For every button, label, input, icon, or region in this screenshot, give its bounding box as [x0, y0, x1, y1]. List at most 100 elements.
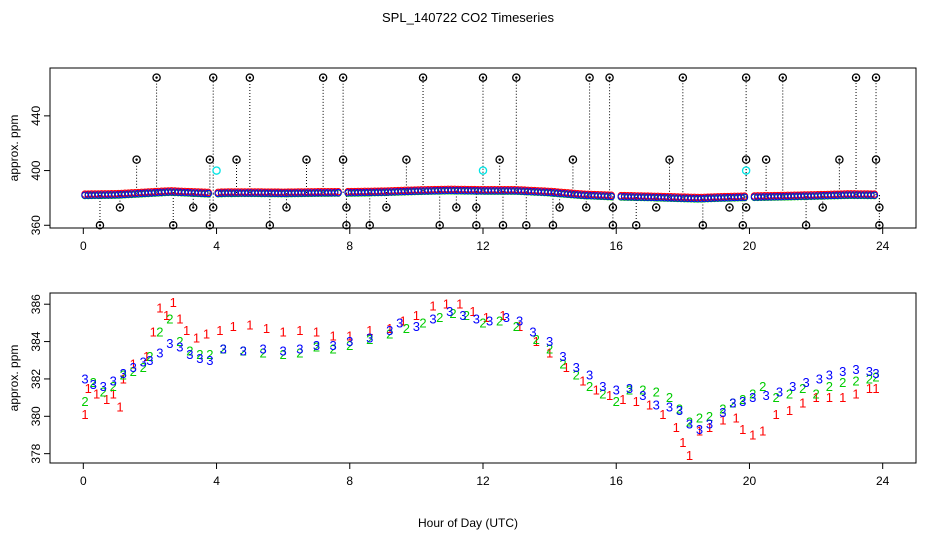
bottom-point-series1: 1: [143, 349, 150, 364]
top-outlier-marker-center: [611, 206, 615, 209]
top-outlier-marker-center: [744, 158, 748, 161]
bottom-point-series1: 1: [633, 394, 640, 409]
top-outlier-marker: [522, 221, 531, 230]
top-outlier-marker-center: [481, 76, 485, 79]
bottom-point-series1: 1: [772, 407, 779, 422]
bottom-point-series1: 1: [130, 356, 137, 371]
bottom-point-series2: 2: [696, 411, 703, 426]
bottom-point-series1: 1: [659, 407, 666, 422]
top-point-series3: [867, 191, 875, 199]
bottom-point-series3: 3: [90, 377, 97, 392]
top-outlier-marker: [418, 73, 428, 82]
bottom-point-series2: 2: [206, 347, 213, 362]
bottom-point-series2: 2: [166, 312, 173, 327]
bottom-point-series3: 3: [156, 345, 163, 360]
bottom-point-series3: 3: [826, 368, 833, 383]
bottom-point-series3: 3: [599, 379, 606, 394]
bottom-point-series1: 1: [739, 422, 746, 437]
top-outlier-marker: [875, 221, 884, 230]
bottom-point-series2: 2: [81, 394, 88, 409]
bottom-point-series3: 3: [120, 366, 127, 381]
bottom-point-series2: 2: [546, 342, 553, 357]
bottom-point-series1: 1: [733, 411, 740, 426]
top-point-series3: [201, 189, 209, 198]
top-outlier-marker-center: [98, 224, 102, 227]
top-outlier-marker-center: [192, 206, 195, 209]
bottom-point-series2: 2: [110, 379, 117, 394]
top-outlier-marker: [818, 203, 827, 212]
top-outlier-marker-center: [368, 224, 371, 227]
bottom-point-series1: 1: [110, 386, 117, 401]
top-outlier-marker: [435, 221, 444, 230]
top-outlier-marker: [568, 155, 578, 164]
bottom-point-series1: 1: [483, 310, 490, 325]
bottom-point-series3: 3: [503, 310, 510, 325]
bottom-point-series2: 2: [812, 386, 819, 401]
top-outlier-marker: [282, 203, 291, 212]
top-outlier-marker: [585, 73, 594, 82]
bottom-point-series1: 1: [156, 300, 163, 315]
top-outlier-marker: [342, 221, 351, 230]
bottom-point-series3: 3: [696, 422, 703, 437]
bottom-point-series1: 1: [386, 321, 393, 336]
top-outlier-marker: [738, 221, 748, 230]
bottom-point-series2: 2: [130, 364, 137, 379]
bottom-point-series2: 2: [313, 340, 320, 355]
bottom-point-series3: 3: [729, 396, 736, 411]
bottom-point-series3: 3: [706, 416, 713, 431]
bottom-point-series3: 3: [100, 379, 107, 394]
top-outlier-marker: [232, 155, 241, 164]
bottom-point-series1: 1: [646, 398, 653, 413]
bottom-point-series3: 3: [396, 315, 403, 330]
top-outlier-marker: [665, 155, 674, 164]
bottom-point-series2: 2: [749, 386, 756, 401]
bottom-point-series1: 1: [456, 297, 463, 312]
bottom-point-series3: 3: [516, 314, 523, 329]
top-outlier-marker: [875, 203, 884, 212]
top-outlier-marker-center: [268, 224, 272, 227]
bottom-point-series3: 3: [220, 342, 227, 357]
bottom-point-series1: 1: [673, 420, 680, 435]
bottom-point-series2: 2: [639, 383, 646, 398]
bottom-point-series3: 3: [872, 366, 879, 381]
bottom-point-series3: 3: [546, 334, 553, 349]
bottom-point-series2: 2: [686, 414, 693, 429]
top-outlier-marker-center: [345, 224, 348, 227]
top-outlier-marker-center: [764, 158, 768, 161]
top-outlier-marker-center: [172, 224, 175, 227]
bottom-point-series1: 1: [399, 314, 406, 329]
bottom-y-axis-label: approx. ppm: [7, 345, 21, 412]
bottom-point-series2: 2: [346, 338, 353, 353]
bottom-x-tick-label: 8: [346, 474, 353, 488]
bottom-point-series3: 3: [653, 398, 660, 413]
top-outlier-marker: [608, 221, 618, 230]
top-outlier-marker-center: [681, 76, 685, 79]
top-outlier-marker-center: [804, 224, 808, 227]
top-outlier-marker: [338, 73, 348, 82]
top-outlier-marker-center: [854, 76, 858, 79]
top-outlier-marker: [205, 221, 215, 230]
bottom-y-tick-label: 378: [29, 443, 43, 463]
top-outlier-marker: [761, 155, 771, 164]
top-outlier-marker: [188, 203, 198, 212]
top-outlier-marker-center: [475, 206, 478, 209]
top-outlier-marker-center: [498, 158, 501, 161]
bottom-point-series1: 1: [263, 321, 270, 336]
bottom-point-series2: 2: [220, 342, 227, 357]
bottom-point-series1: 1: [296, 323, 303, 338]
bottom-point-series1: 1: [786, 403, 793, 418]
top-outlier-marker-center: [405, 158, 408, 161]
bottom-point-series1: 1: [203, 327, 210, 342]
top-outlier-marker: [851, 73, 861, 82]
top-outlier-marker: [115, 203, 125, 212]
top-outlier-marker: [338, 155, 348, 164]
figure-title: SPL_140722 CO2 Timeseries: [382, 10, 554, 25]
top-outlier-marker: [205, 155, 215, 164]
top-outlier-marker-center: [155, 76, 158, 79]
bottom-point-series1: 1: [93, 386, 100, 401]
bottom-point-series2: 2: [826, 379, 833, 394]
bottom-point-series3: 3: [739, 394, 746, 409]
bottom-x-tick-label: 16: [610, 474, 624, 488]
bottom-point-series3: 3: [839, 364, 846, 379]
